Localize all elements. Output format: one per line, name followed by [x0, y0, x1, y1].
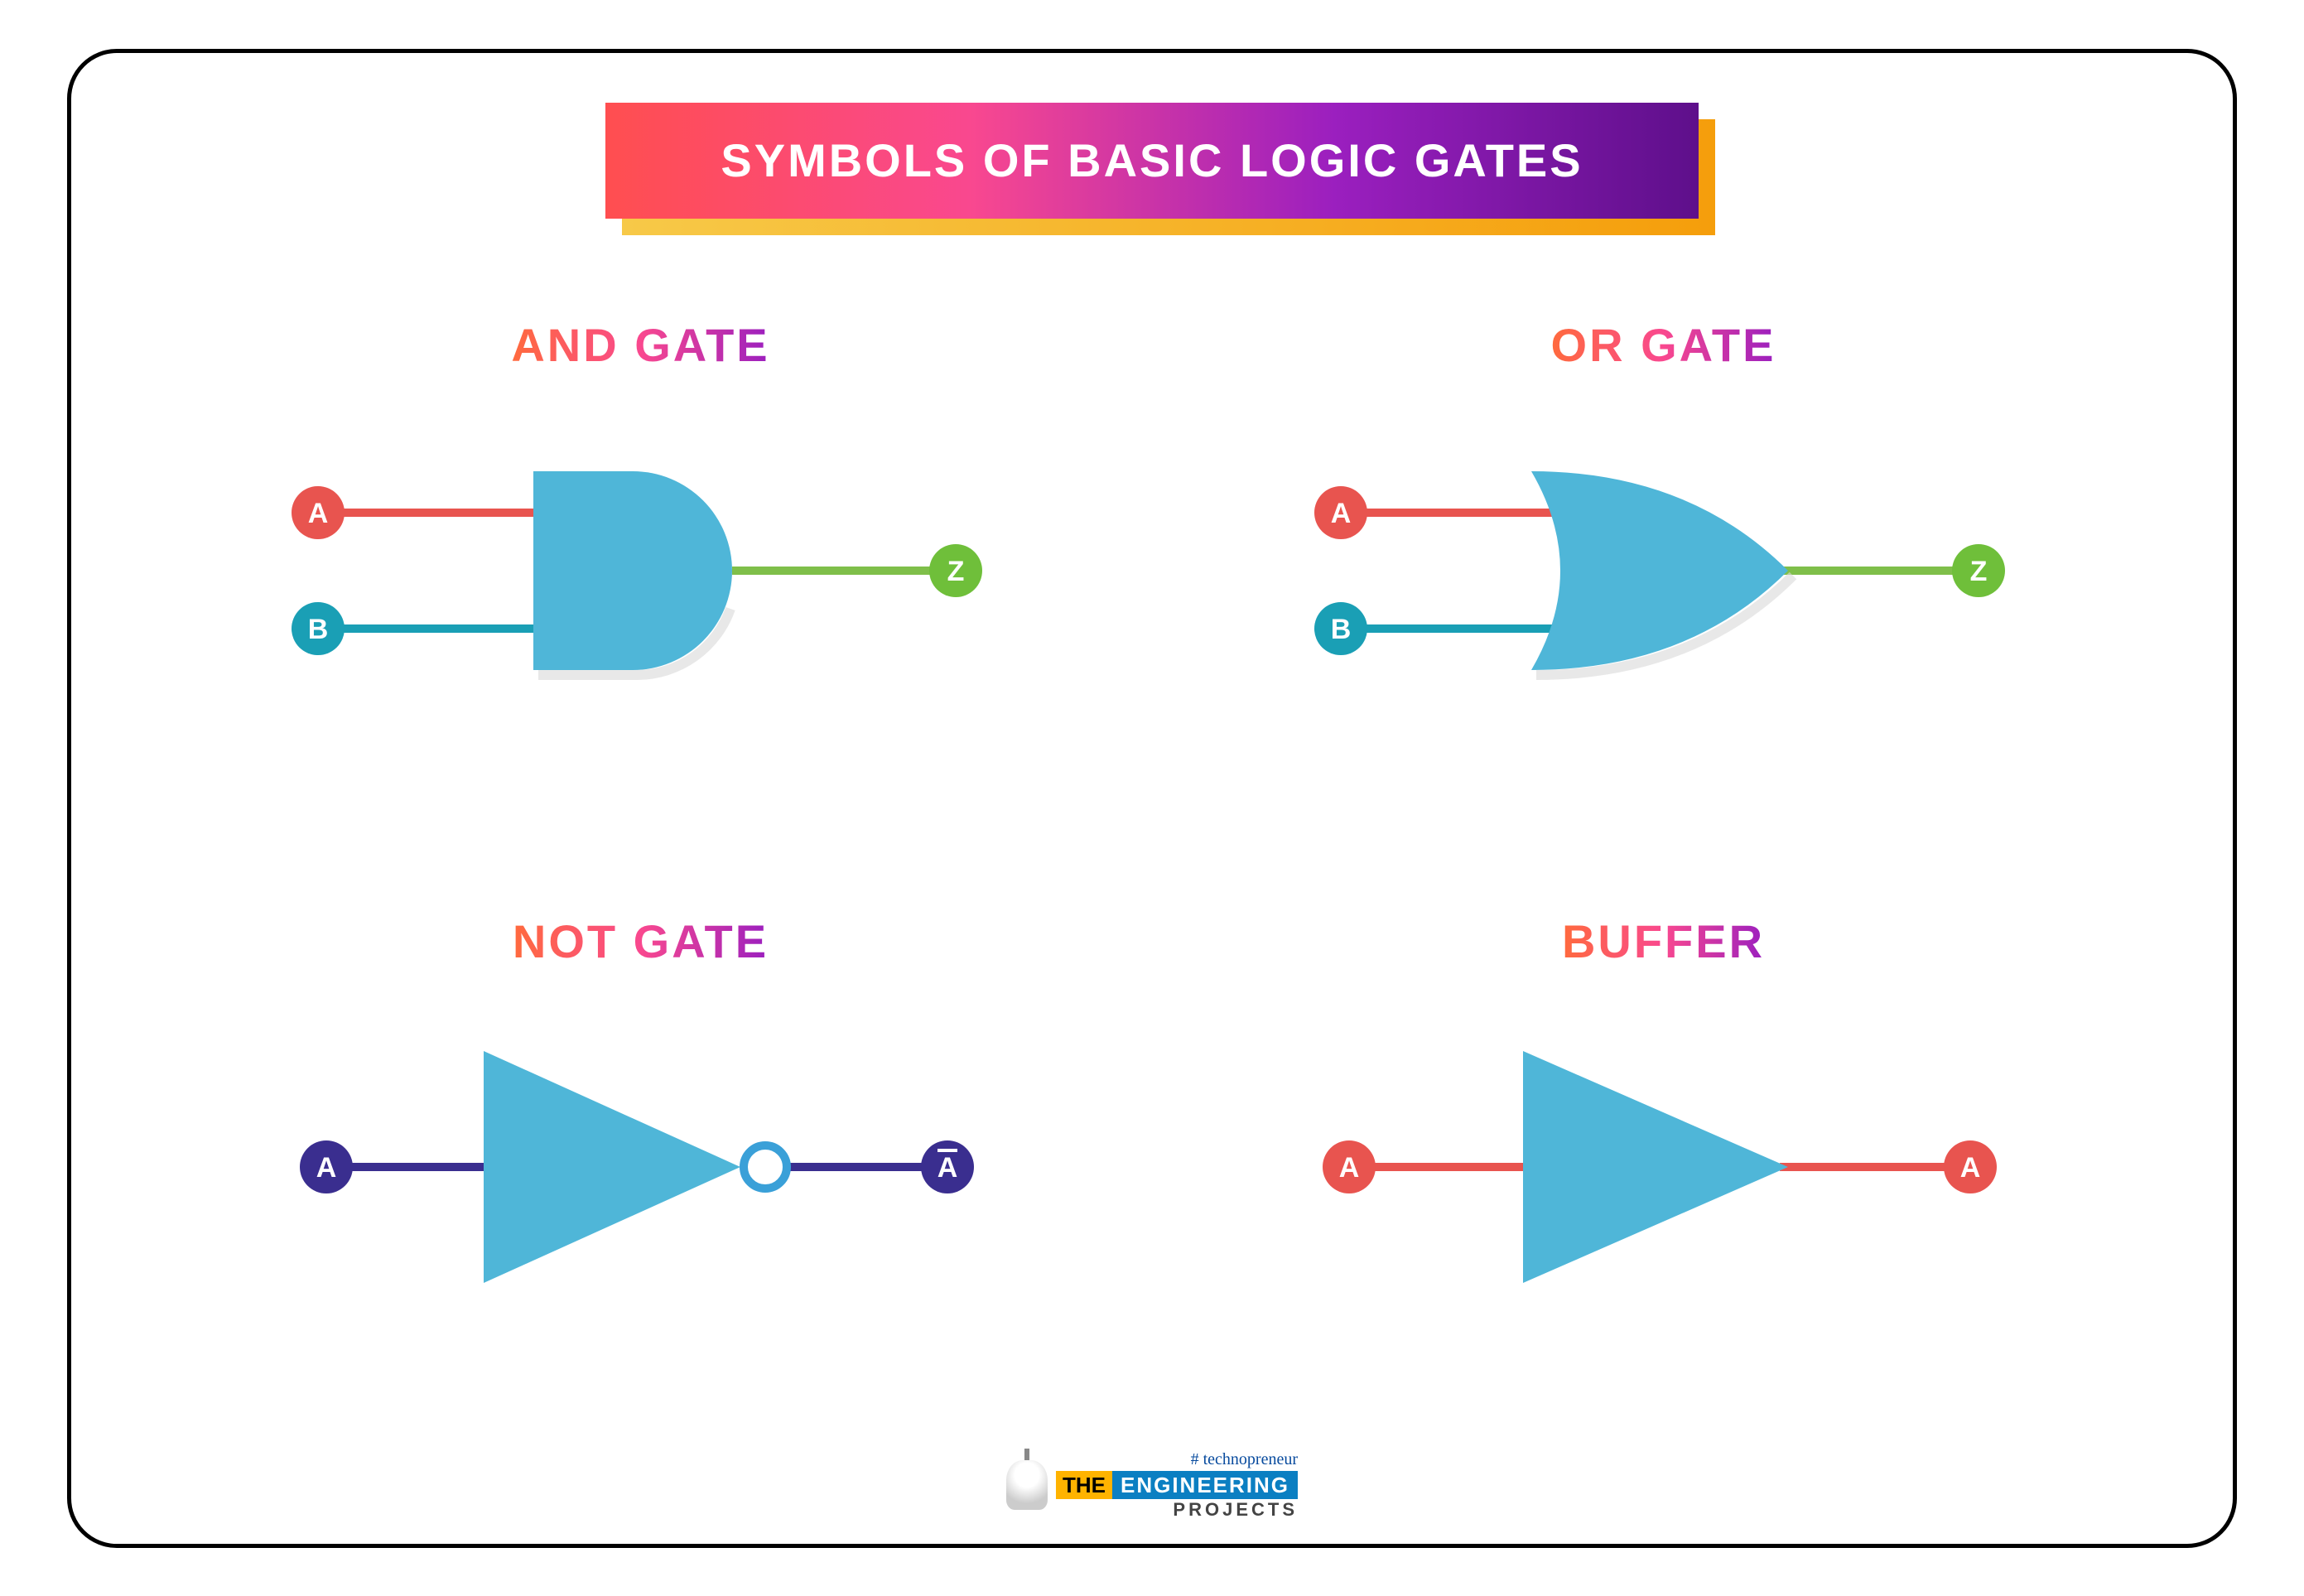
and-pin-b-label: B [307, 614, 328, 645]
footer-hashtag: # technopreneur [1191, 1451, 1298, 1468]
and-pin-a-label: A [307, 498, 328, 529]
title-container: SYMBOLS OF BASIC LOGIC GATES [605, 103, 1699, 219]
footer-the: THE [1056, 1471, 1112, 1499]
or-pin-a-label: A [1330, 498, 1351, 529]
or-gate-cell: OR GATE A B Z [1177, 285, 2150, 848]
footer-logo-text: # technopreneur THE ENGINEERING PROJECTS [1056, 1451, 1298, 1519]
not-gate-diagram: A A [268, 1001, 1014, 1333]
not-gate-body [484, 1051, 740, 1283]
buffer-pin-out-label: A [1959, 1152, 1980, 1184]
robot-icon [1006, 1460, 1048, 1510]
buffer-pin-in-label: A [1338, 1152, 1359, 1184]
buffer-gate-cell: BUFFER A A [1177, 881, 2150, 1444]
and-gate-cell: AND GATE A B Z [154, 285, 1127, 848]
not-gate-cell: NOT GATE A A [154, 881, 1127, 1444]
diagram-frame: SYMBOLS OF BASIC LOGIC GATES AND GATE A … [67, 49, 2237, 1548]
buffer-gate-label: BUFFER [1562, 914, 1765, 968]
footer-logo-row: THE ENGINEERING [1056, 1471, 1298, 1499]
or-gate-label: OR GATE [1551, 318, 1776, 372]
title-text: SYMBOLS OF BASIC LOGIC GATES [721, 133, 1583, 187]
footer-engineering: ENGINEERING [1112, 1471, 1298, 1499]
and-gate-label: AND GATE [511, 318, 769, 372]
and-gate-diagram: A B Z [268, 405, 1014, 736]
footer-logo: # technopreneur THE ENGINEERING PROJECTS [1006, 1451, 1298, 1519]
or-pin-b-label: B [1330, 614, 1351, 645]
not-pin-out-label: A [937, 1152, 957, 1184]
gates-grid: AND GATE A B Z OR GATE [121, 285, 2183, 1444]
or-pin-z-label: Z [1969, 556, 1987, 587]
and-gate-body [533, 471, 732, 670]
not-gate-label: NOT GATE [513, 914, 769, 968]
and-pin-z-label: Z [947, 556, 964, 587]
buffer-gate-diagram: A A [1291, 1001, 2036, 1333]
footer-projects: PROJECTS [1173, 1501, 1298, 1519]
or-gate-diagram: A B Z [1291, 405, 2036, 736]
title-bar: SYMBOLS OF BASIC LOGIC GATES [605, 103, 1699, 219]
buffer-gate-body [1523, 1051, 1788, 1283]
not-pin-in-label: A [316, 1152, 336, 1184]
or-gate-body [1531, 471, 1788, 670]
